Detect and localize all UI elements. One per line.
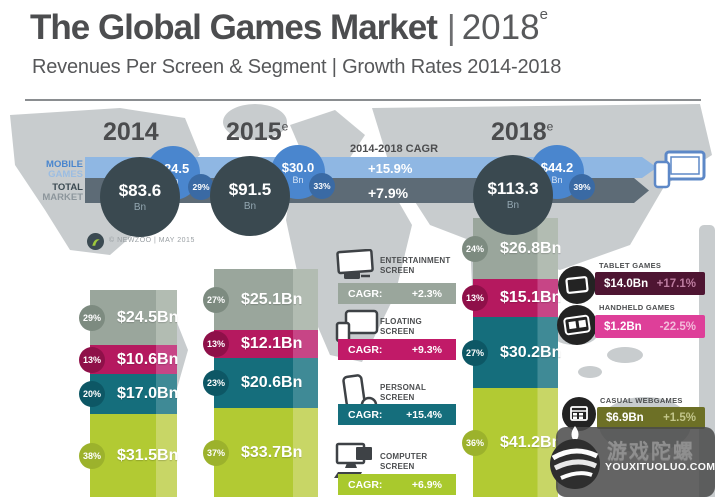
- estimate-sup: e: [281, 119, 289, 134]
- segment-share: 13%: [79, 346, 105, 373]
- tv-console-icon: [336, 249, 374, 279]
- segment-floating: 13% $10.6Bn: [79, 345, 179, 374]
- year-label-2018: 2018e: [491, 118, 554, 146]
- webgame-icon: [562, 397, 596, 431]
- segment-floating: 13% $15.1Bn: [462, 279, 562, 317]
- spinning-top-logo-icon: [550, 426, 600, 489]
- watermark-site-name: 游戏陀螺: [607, 441, 695, 463]
- segment-share: 38%: [79, 442, 105, 469]
- source-credit: © NEWZOO | MAY 2015: [109, 237, 195, 244]
- segment-personal: 27% $30.2Bn: [462, 317, 562, 388]
- page-subtitle: Revenues Per Screen & Segment | Growth R…: [32, 56, 562, 78]
- segment-value: $26.8Bn: [500, 239, 562, 257]
- casual-webgames-label: CASUAL WEBGAMES: [600, 396, 683, 405]
- total-bubble-2014: $83.6 Bn: [100, 157, 180, 237]
- page-title: The Global Games Market | 2018e: [30, 6, 548, 48]
- segment-share: 36%: [462, 429, 488, 456]
- floating-screen-label: FLOATING SCREEN: [380, 317, 422, 336]
- segment-computer: 37% $33.7Bn: [203, 408, 318, 497]
- total-market-label-2: MARKET: [42, 192, 83, 203]
- stacked-bar-2018: 24% $26.8Bn 13% $15.1Bn 27% $30.2Bn 36% $41.…: [462, 218, 562, 497]
- segment-share: 23%: [203, 370, 229, 396]
- segment-entertainment: 27% $25.1Bn: [203, 269, 318, 330]
- personal-screen-label: PERSONAL SCREEN: [380, 383, 427, 402]
- tablet-phone-arrow-end-icon: [653, 150, 706, 189]
- tablet-icon: [558, 266, 596, 304]
- computer-screen-label: COMPUTER SCREEN: [380, 452, 428, 471]
- segment-share: 24%: [462, 235, 488, 262]
- segment-value: $10.6Bn: [117, 350, 179, 368]
- watermark-site-url: YOUXITUOLUO.COM: [605, 461, 715, 473]
- segment-value: $31.5Bn: [117, 446, 179, 464]
- segment-value: $33.7Bn: [241, 443, 303, 461]
- cagr-header: 2014-2018 CAGR: [350, 143, 439, 155]
- segment-value: $24.5Bn: [117, 308, 179, 326]
- segment-share: 29%: [79, 304, 105, 331]
- segment-value: $15.1Bn: [500, 289, 562, 306]
- tablet-games-badge: $14.0Bn +17.1%: [595, 272, 705, 295]
- year-label-2015: 2015e: [226, 118, 289, 146]
- total-bubble-2018: $113.3 Bn: [473, 155, 553, 235]
- stacked-bar-2014: 29% $24.5Bn 13% $10.6Bn 20% $17.0Bn 38% $31.…: [79, 290, 179, 497]
- total-market-label: TOTAL: [52, 182, 83, 193]
- segment-value: $41.2Bn: [500, 433, 562, 451]
- segment-floating: 13% $12.1Bn: [203, 330, 318, 358]
- segment-value: $17.0Bn: [117, 385, 179, 402]
- stacked-bar-2015: 27% $25.1Bn 13% $12.1Bn 23% $20.6Bn 37% $33.…: [203, 269, 318, 497]
- entertainment-cagr-badge: CAGR: +2.3%: [338, 283, 456, 304]
- casual-webgames-badge: $6.9Bn +1.5%: [597, 407, 705, 429]
- segment-share: 27%: [203, 286, 229, 313]
- mobile-cagr-value: +15.9%: [368, 161, 413, 176]
- handheld-games-badge: $1.2Bn -22.5%: [595, 315, 705, 338]
- title-text: The Global Games Market: [30, 8, 438, 47]
- title-separator: |: [446, 9, 456, 47]
- title-year: 2018: [461, 8, 540, 47]
- segment-share: 13%: [462, 285, 488, 311]
- title-year-estimate-sup: e: [539, 6, 548, 23]
- segment-computer: 38% $31.5Bn: [79, 414, 179, 497]
- computer-cagr-badge: CAGR: +6.9%: [338, 474, 456, 495]
- handheld-games-label: HANDHELD GAMES: [599, 303, 675, 312]
- segment-computer: 36% $41.2Bn: [462, 388, 562, 497]
- handheld-console-icon: [557, 305, 597, 345]
- personal-cagr-badge: CAGR: +15.4%: [338, 404, 456, 425]
- total-bubble-2015: $91.5 Bn: [210, 156, 290, 236]
- segment-share: 27%: [462, 339, 488, 366]
- segment-share: 13%: [203, 331, 229, 357]
- segment-share: 37%: [203, 439, 229, 466]
- header-divider: [25, 99, 701, 101]
- floating-cagr-badge: CAGR: +9.3%: [338, 339, 456, 360]
- share-bubble-2018: 39%: [569, 174, 595, 200]
- mobile-games-label: MOBILE: [46, 159, 83, 170]
- segment-value: $30.2Bn: [500, 343, 562, 361]
- estimate-sup: e: [546, 119, 554, 134]
- year-label-2014: 2014: [103, 118, 159, 146]
- total-cagr-value: +7.9%: [368, 185, 409, 201]
- segment-share: 20%: [79, 381, 105, 407]
- segment-value: $12.1Bn: [241, 335, 303, 352]
- tablet-games-label: TABLET GAMES: [599, 261, 662, 270]
- segment-entertainment: 29% $24.5Bn: [79, 290, 179, 345]
- segment-personal: 23% $20.6Bn: [203, 358, 318, 408]
- segment-value: $25.1Bn: [241, 290, 303, 308]
- entertainment-screen-label: ENTERTAINMENT SCREEN: [380, 256, 451, 275]
- segment-value: $20.6Bn: [241, 374, 303, 391]
- tablet-phone-icon: [335, 309, 379, 343]
- share-bubble-2014: 29%: [188, 174, 214, 200]
- newzoo-logo-icon: [87, 233, 104, 250]
- share-bubble-2015: 33%: [309, 173, 335, 199]
- mobile-games-label-2: GAMES: [48, 169, 83, 180]
- segment-personal: 20% $17.0Bn: [79, 374, 179, 414]
